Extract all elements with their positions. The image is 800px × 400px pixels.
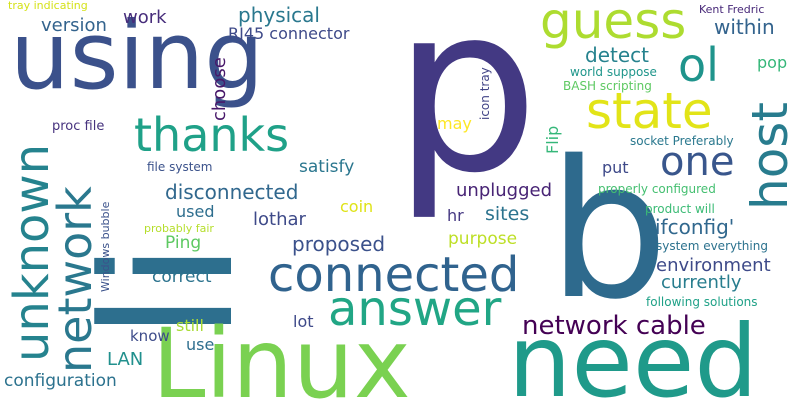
word-product-will: product will — [645, 202, 715, 216]
word-socket-preferably: socket Preferably — [630, 134, 734, 148]
word-detect: detect — [585, 43, 649, 67]
word-unplugged: unplugged — [456, 180, 553, 201]
word-used: used — [176, 202, 215, 221]
word-one: one — [660, 139, 735, 185]
word-satisfy: satisfy — [299, 157, 355, 177]
word-sites: sites — [485, 203, 530, 225]
word-within: within — [714, 15, 775, 39]
word-lothar: lothar — [253, 209, 306, 230]
word-coin: coin — [340, 197, 374, 216]
word-following-solutions: following solutions — [646, 295, 758, 309]
word-correct: correct — [152, 267, 212, 287]
word-pop: pop — [757, 53, 788, 72]
word-use: use — [186, 335, 215, 354]
word-bash-scripting: BASH scripting — [563, 79, 652, 93]
word-configuration: configuration — [4, 371, 117, 391]
word-answer: answer — [328, 281, 502, 337]
word-network: network — [48, 186, 102, 373]
word-linux: Linux — [152, 308, 411, 400]
word-work: work — [123, 7, 167, 28]
word-icon-tray: icon tray — [478, 67, 492, 120]
word-state: state — [586, 82, 713, 140]
word-purpose: purpose — [448, 229, 518, 249]
word-proc-file: proc file — [52, 119, 105, 134]
word-ifconfig: ifconfig' — [655, 215, 735, 239]
word-lan: LAN — [107, 349, 144, 370]
word-tray-indicating: tray indicating — [8, 0, 88, 12]
word-still: still — [176, 316, 204, 335]
word-ping: Ping — [165, 233, 202, 253]
word-know: know — [130, 327, 170, 345]
word-windows-bubble: Windows bubble — [99, 201, 112, 292]
word-disconnected: disconnected — [165, 180, 299, 204]
word-properly-configured: properly configured — [598, 182, 716, 196]
word-system-everything: system everything — [656, 239, 768, 253]
word-environment: environment — [656, 255, 771, 276]
word-thanks: thanks — [134, 108, 290, 162]
word-p: p — [393, 0, 539, 224]
word-version: version — [41, 15, 107, 36]
word-host: host — [741, 102, 799, 210]
word-physical: physical — [238, 3, 320, 27]
word-file-system: file system — [147, 160, 213, 174]
word-b: b — [548, 120, 669, 341]
word-flip: Flip — [543, 125, 562, 154]
word-network-cable: network cable — [522, 311, 706, 341]
word-connected: connected — [268, 247, 520, 303]
word-hr: hr — [447, 206, 464, 225]
word-guess: guess — [540, 0, 687, 50]
word-proposed: proposed — [292, 232, 386, 256]
word-currently: currently — [661, 272, 742, 293]
word-world-suppose: world suppose — [570, 65, 657, 79]
word-put: put — [602, 158, 629, 177]
word-need: need — [508, 303, 758, 400]
word-using: using — [10, 2, 264, 111]
word-may: may — [437, 114, 472, 133]
word-kent-fredric: Kent Fredric — [699, 3, 765, 16]
word-rj45-connector: RJ45 connector — [228, 24, 350, 43]
word-ol: ol — [678, 38, 719, 92]
word-choose: choose — [209, 57, 230, 121]
word-lot: lot — [293, 312, 314, 331]
word-probably-fair: probably fair — [144, 222, 214, 235]
